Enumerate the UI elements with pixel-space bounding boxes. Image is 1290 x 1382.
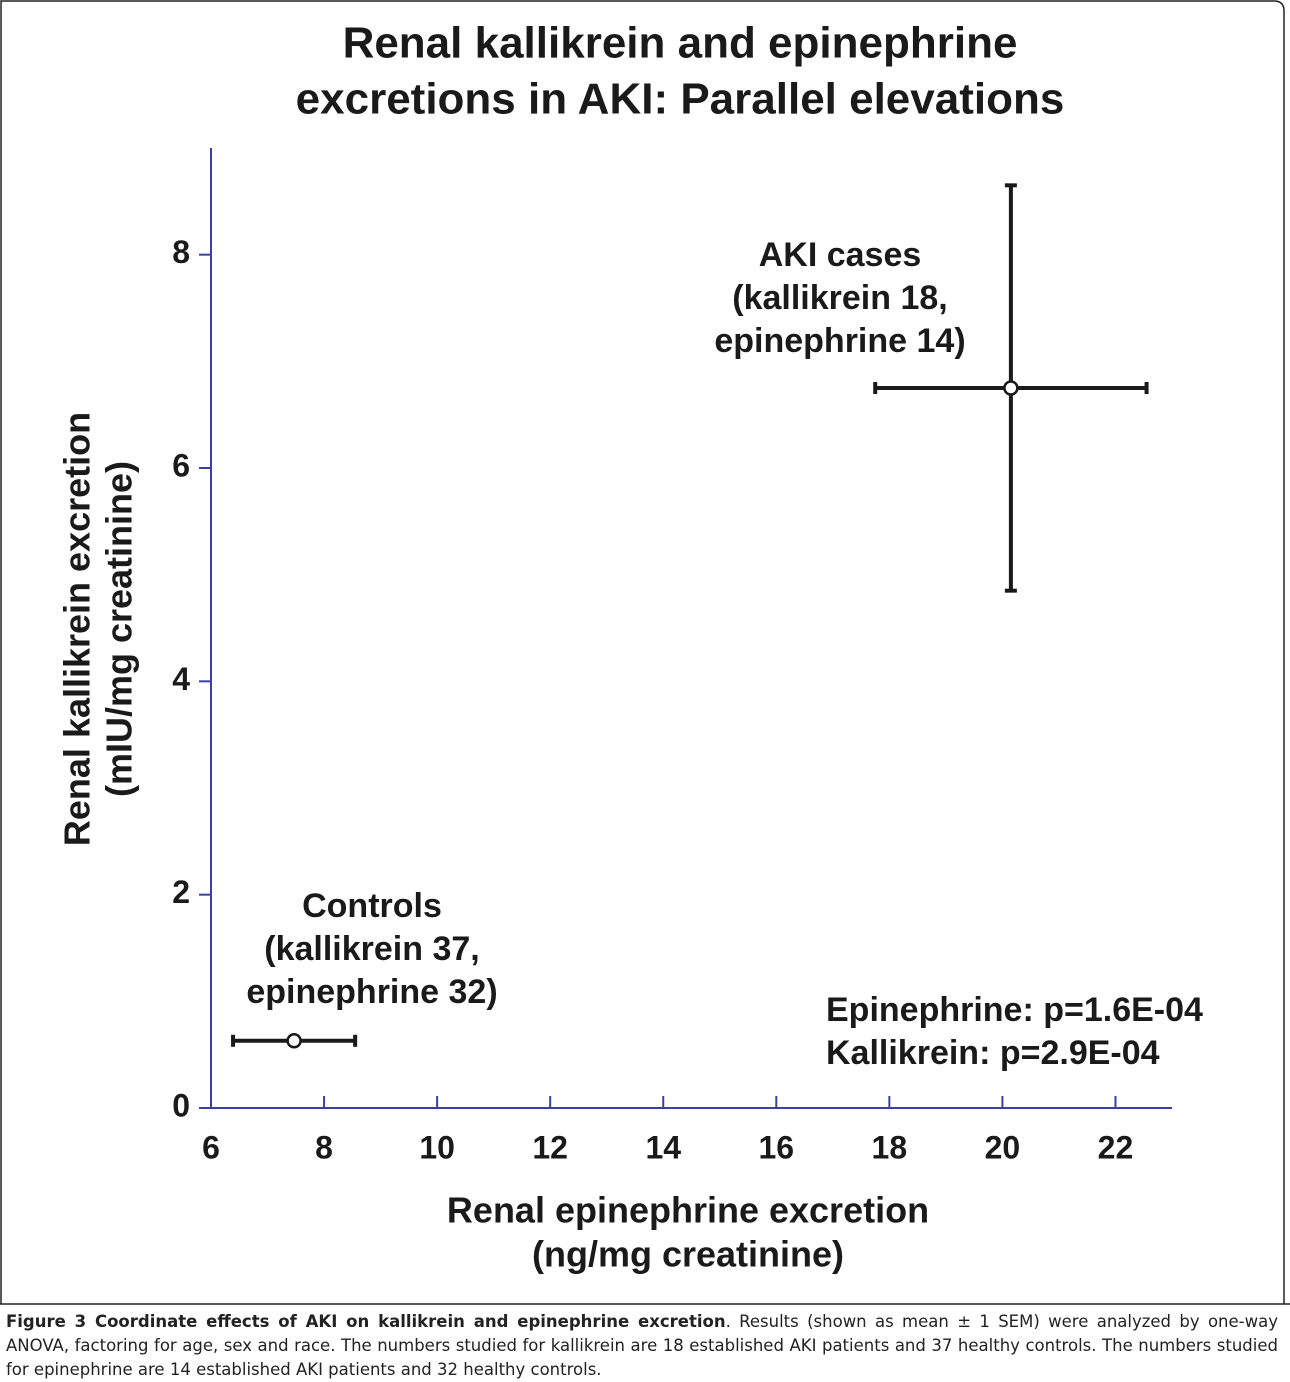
y-axis-label: (mIU/mg creatinine)	[99, 461, 140, 797]
x-tick-label: 16	[758, 1129, 794, 1165]
annotation: Kallikrein: p=2.9E-04	[826, 1034, 1160, 1072]
point	[1003, 380, 1019, 396]
x-axis-label: Renal epinephrine excretion	[447, 1190, 929, 1231]
x-tick-label: 22	[1098, 1129, 1134, 1165]
figure-frame	[0, 0, 1285, 1304]
point-label: (kallikrein 37,	[264, 930, 479, 968]
point-label: epinephrine 32)	[246, 973, 497, 1011]
x-tick-label: 14	[645, 1129, 681, 1165]
point-label: (kallikrein 18,	[732, 279, 947, 317]
y-tick-label: 8	[172, 234, 190, 270]
point-label: epinephrine 14)	[714, 322, 965, 360]
chart-title: Renal kallikrein and epinephrine	[343, 19, 1018, 68]
y-tick-label: 4	[172, 661, 190, 697]
x-axis-label: (ng/mg creatinine)	[532, 1234, 844, 1275]
y-axis-label: Renal kallikrein excretion	[57, 412, 98, 846]
y-tick-label: 6	[172, 447, 190, 483]
y-tick-label: 2	[172, 874, 190, 910]
caption-label: Figure 3 Coordinate effects of AKI on ka…	[6, 1312, 726, 1331]
point-label: Controls	[302, 887, 442, 925]
point	[286, 1033, 302, 1049]
point-label: AKI cases	[759, 236, 922, 274]
chart: Renal kallikrein and epinephrine excretio…	[0, 0, 1290, 1305]
x-tick-label: 20	[985, 1129, 1021, 1165]
x-tick-label: 10	[419, 1129, 455, 1165]
x-tick-label: 18	[872, 1129, 908, 1165]
x-tick-label: 6	[202, 1129, 220, 1165]
caption: Figure 3 Coordinate effects of AKI on ka…	[6, 1310, 1278, 1382]
chart-title: excretions in AKI: Parallel elevations	[296, 75, 1065, 124]
x-tick-label: 12	[532, 1129, 568, 1165]
x-tick-label: 8	[315, 1129, 333, 1165]
y-tick-label: 0	[172, 1087, 190, 1123]
annotation: Epinephrine: p=1.6E-04	[826, 991, 1203, 1029]
